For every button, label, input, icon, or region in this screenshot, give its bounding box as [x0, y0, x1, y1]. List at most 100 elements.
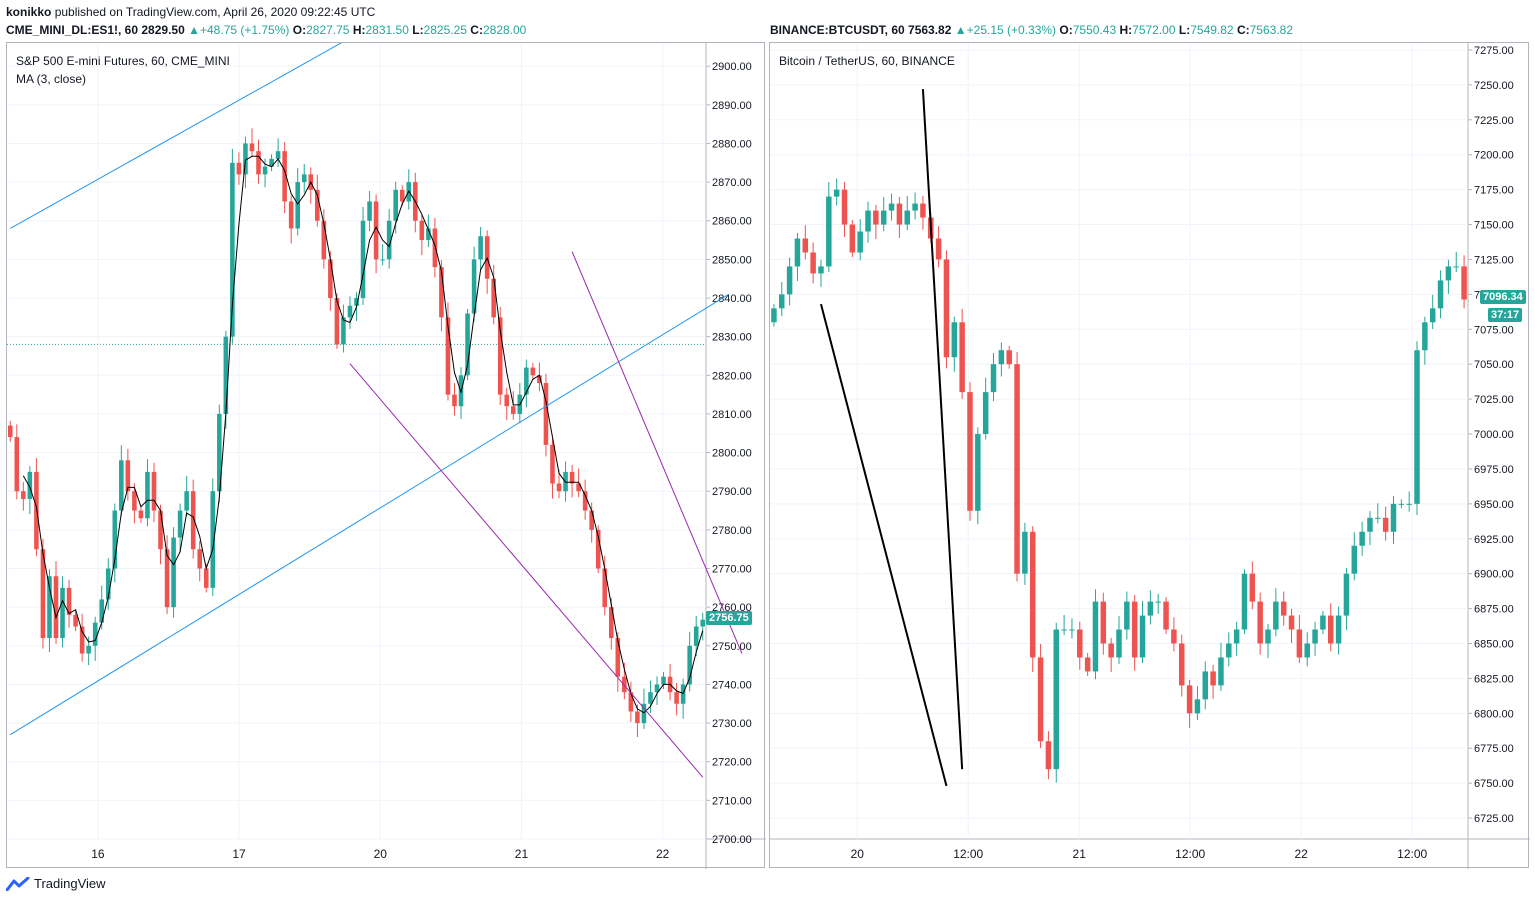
y-tick-label: 6975.00 — [1474, 464, 1514, 476]
y-tick-label: 2800.00 — [712, 448, 752, 460]
candle-body — [1194, 699, 1201, 714]
candle-body — [635, 711, 640, 724]
candle-body — [1249, 573, 1256, 602]
candle-body — [27, 471, 33, 499]
candle-body — [1320, 615, 1326, 630]
candle-body — [1210, 671, 1216, 686]
candle-body — [301, 174, 307, 183]
candle-body — [595, 529, 601, 569]
candle-body — [904, 210, 910, 225]
tradingview-logo-icon — [6, 876, 30, 891]
trend-right-line — [921, 89, 964, 770]
candle-body — [602, 568, 608, 608]
candle-body — [145, 471, 150, 519]
candle-body — [1124, 601, 1130, 630]
candle-body — [203, 568, 209, 588]
candle-body — [132, 491, 137, 511]
candle-body — [935, 238, 942, 260]
candle-body — [1029, 531, 1036, 658]
x-tick-label: 12:00 — [1175, 847, 1205, 861]
candle-body — [556, 483, 562, 492]
y-tick-label: 2700.00 — [712, 834, 752, 846]
candle-body — [1233, 629, 1240, 644]
btc-chart-panel[interactable]: 6725.00 6750.00 6775.00 6800.00 6825.00 6850.… — [769, 42, 1530, 869]
candle-body — [1131, 601, 1138, 658]
es-last-price-tag: 2756.75 — [706, 610, 752, 625]
candle-body — [354, 298, 359, 306]
y-tick-label: 2770.00 — [712, 564, 752, 576]
candle-body — [990, 364, 997, 393]
candle-body — [1226, 643, 1232, 658]
candle-body — [537, 375, 542, 384]
candle-body — [217, 413, 222, 492]
candle-body — [373, 201, 379, 260]
y-tick-label: 7150.00 — [1474, 220, 1514, 232]
candle-body — [256, 151, 261, 175]
candle-body — [833, 189, 840, 197]
candle-body — [1108, 643, 1114, 658]
y-tick-label: 6825.00 — [1474, 673, 1514, 685]
candle-body — [661, 676, 666, 685]
candle-body — [794, 238, 801, 267]
candle-body — [426, 228, 431, 241]
candle-body — [1014, 364, 1020, 574]
es-chart-svg[interactable]: 2700.00 2710.00 2720.00 2730.00 2740.00 2750.… — [7, 43, 766, 869]
x-tick-label: 21 — [1073, 847, 1087, 861]
x-tick-label: 17 — [232, 847, 246, 861]
candle-body — [1265, 629, 1271, 644]
tradingview-brand[interactable]: TradingView — [6, 876, 106, 891]
candle-body — [510, 406, 516, 414]
candle-body — [60, 587, 65, 639]
es-ma-indicator-label: MA (3, close) — [16, 72, 87, 86]
candle-body — [197, 549, 203, 569]
candle-body — [243, 143, 248, 175]
candle-body — [171, 537, 176, 608]
x-tick-label: 21 — [515, 847, 529, 861]
candle-body — [1257, 601, 1263, 644]
candle-body — [1092, 601, 1099, 672]
candle-body — [367, 201, 372, 221]
candle-body — [151, 471, 157, 511]
x-tick-label: 12:00 — [953, 847, 983, 861]
candle-body — [288, 201, 294, 229]
candle-body — [1382, 517, 1389, 532]
candle-body — [452, 394, 457, 407]
trend-left-line — [820, 303, 948, 787]
candle-body — [360, 220, 366, 299]
y-tick-label: 6750.00 — [1474, 778, 1514, 790]
btc-chart-svg[interactable]: 6725.00 6750.00 6775.00 6800.00 6825.00 6850.… — [770, 43, 1530, 869]
candle-body — [249, 143, 255, 152]
candle-body — [802, 238, 809, 253]
candle-body — [432, 228, 438, 268]
candle-body — [1022, 531, 1028, 574]
y-tick-label: 2790.00 — [712, 486, 752, 498]
candle-body — [275, 151, 281, 159]
candle-body — [959, 322, 965, 393]
channel-upper-line — [10, 43, 342, 229]
candle-body — [497, 317, 503, 395]
candle-body — [693, 626, 699, 646]
candle-body — [119, 460, 124, 511]
y-tick-label: 6800.00 — [1474, 708, 1514, 720]
es-chart-panel[interactable]: 2700.00 2710.00 2720.00 2730.00 2740.00 2750.… — [6, 42, 766, 869]
y-tick-label: 2830.00 — [712, 332, 752, 344]
candle-body — [896, 203, 903, 225]
y-tick-label: 6950.00 — [1474, 499, 1514, 511]
candle-body — [1288, 615, 1295, 630]
y-tick-label: 7050.00 — [1474, 359, 1514, 371]
candle-body — [1414, 350, 1420, 504]
candle-body — [380, 259, 385, 261]
candle-body — [1037, 657, 1044, 742]
candle-body — [164, 549, 170, 608]
x-tick-label: 20 — [851, 847, 865, 861]
candle-body — [321, 220, 327, 260]
candle-body — [334, 298, 340, 345]
candle-body — [1406, 503, 1412, 505]
candle-body — [1422, 322, 1428, 351]
candle-body — [1077, 629, 1083, 658]
y-tick-label: 7125.00 — [1474, 254, 1514, 266]
candle-body — [1273, 601, 1279, 630]
candle-body — [1398, 503, 1405, 505]
btc-countdown-tag: 37:17 — [1488, 308, 1523, 323]
x-tick-label: 22 — [1294, 847, 1308, 861]
